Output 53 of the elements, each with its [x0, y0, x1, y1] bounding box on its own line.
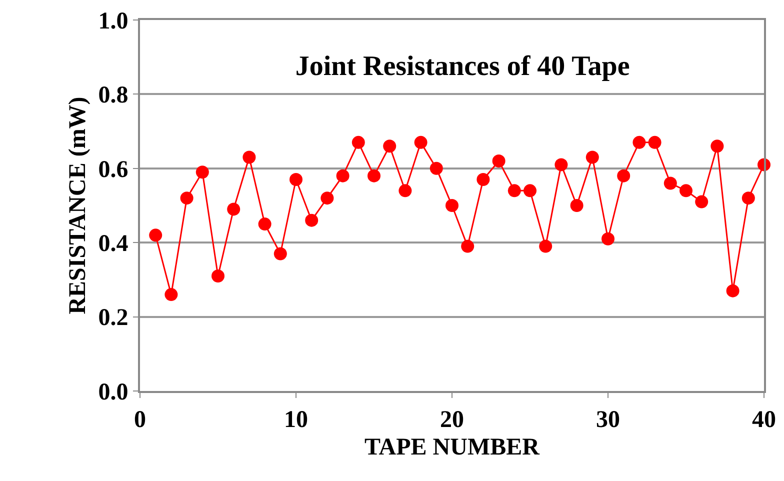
- point: [227, 202, 240, 216]
- point: [446, 199, 458, 212]
- point: [742, 192, 755, 205]
- point: [648, 136, 662, 149]
- point: [196, 166, 209, 179]
- point: [461, 240, 474, 253]
- point: [320, 192, 334, 205]
- point: [383, 140, 396, 153]
- point: [164, 288, 178, 302]
- y-tick-label: 0.8: [98, 82, 128, 109]
- y-tick-label: 1.0: [98, 8, 128, 34]
- point: [617, 169, 630, 182]
- point: [212, 269, 224, 282]
- y-axis-title: RESISTANCE (mW): [64, 96, 91, 314]
- point: [352, 136, 365, 149]
- point: [554, 158, 568, 172]
- point: [632, 136, 646, 149]
- point: [539, 240, 552, 253]
- point: [305, 214, 318, 227]
- x-tick-label: 0: [134, 406, 146, 433]
- point: [149, 228, 162, 242]
- point: [664, 176, 677, 190]
- point: [524, 184, 536, 198]
- point: [336, 169, 350, 182]
- point: [398, 184, 412, 198]
- point: [290, 173, 302, 186]
- point: [695, 195, 708, 208]
- point: [258, 218, 272, 231]
- y-tick-label: 0.0: [98, 379, 128, 406]
- x-axis-title: TAPE NUMBER: [364, 434, 540, 461]
- y-tick-label: 0.6: [98, 156, 128, 183]
- point: [180, 192, 194, 205]
- point: [726, 284, 740, 298]
- point: [602, 232, 614, 246]
- point: [680, 184, 692, 198]
- point: [710, 140, 724, 153]
- y-tick-label: 0.4: [98, 231, 128, 257]
- point: [508, 184, 521, 198]
- x-tick-label: 40: [752, 406, 776, 433]
- point: [242, 150, 256, 164]
- point: [414, 136, 428, 149]
- point: [274, 247, 287, 260]
- y-tick-label: 0.2: [98, 305, 128, 332]
- x-tick-label: 20: [440, 406, 464, 433]
- point: [586, 150, 599, 164]
- point: [492, 154, 506, 168]
- point: [476, 173, 490, 186]
- point: [430, 162, 443, 175]
- x-tick-label: 30: [596, 406, 620, 433]
- point: [368, 169, 380, 182]
- text: Joint Resistances of 40 Tape: [295, 50, 630, 82]
- point: [570, 199, 584, 212]
- x-tick-label: 10: [284, 406, 308, 433]
